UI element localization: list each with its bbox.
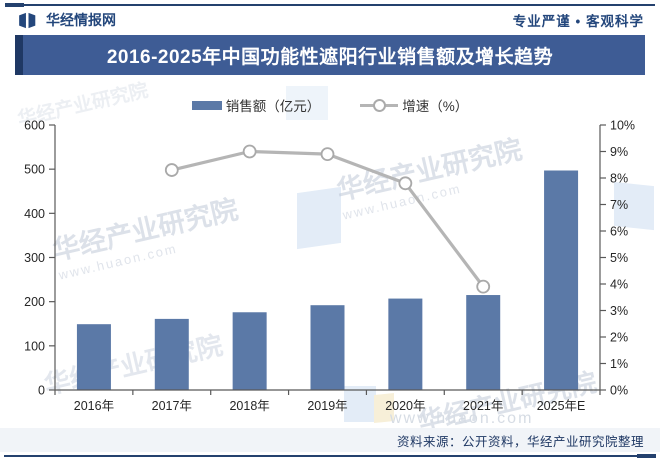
bar-swatch-icon <box>191 100 222 110</box>
y-right-tick-label: 2% <box>610 331 628 345</box>
y-left-tick-label: 300 <box>24 251 45 265</box>
y-left-tick-label: 200 <box>24 295 45 309</box>
bar-2019年 <box>310 305 345 390</box>
brand-name: 华经情报网 <box>46 12 116 28</box>
growth-point-2021年 <box>476 279 491 294</box>
y-right-tick-label: 0% <box>610 384 628 398</box>
bar-2017年 <box>154 318 189 390</box>
x-label-2016年: 2016年 <box>74 399 114 413</box>
growth-point-2020年 <box>398 176 413 191</box>
x-label-2020年: 2020年 <box>385 399 425 413</box>
header-slogan: 专业严谨 • 客观科学 <box>512 14 644 29</box>
x-label-2017年: 2017年 <box>152 399 192 413</box>
y-left-tick-label: 600 <box>24 119 45 133</box>
growth-line <box>170 149 485 289</box>
legend-item-growth: 增速（%） <box>360 95 468 115</box>
bar-2016年 <box>76 324 111 390</box>
brand: 华经情报网 <box>18 10 116 30</box>
growth-point-2017年 <box>164 163 179 177</box>
y-right-tick-label: 3% <box>610 304 628 318</box>
legend-label-growth: 增速（%） <box>402 99 469 114</box>
x-label-2021年: 2021年 <box>463 399 503 413</box>
title-bar: 2016-2025年中国功能性遮阳行业销售额及增长趋势 <box>15 35 645 75</box>
chart-legend: 销售额（亿元） 增速（%） <box>0 94 660 116</box>
y-right-tick-label: 10% <box>610 119 635 133</box>
x-label-2018年: 2018年 <box>229 399 269 413</box>
y-right-tick-label: 9% <box>610 145 628 159</box>
bottom-rule-dash <box>637 454 656 458</box>
y-right-tick-label: 6% <box>610 225 628 239</box>
source-band: 资料来源：公开资料，华经产业研究院整理 <box>0 428 660 452</box>
legend-item-sales: 销售额（亿元） <box>191 95 321 115</box>
growth-point-2018年 <box>242 144 257 159</box>
growth-point-2019年 <box>320 147 335 162</box>
y-right-tick-label: 5% <box>610 251 628 265</box>
bar-2021年 <box>466 295 501 390</box>
title-accent <box>15 35 23 75</box>
y-right-tick-label: 8% <box>610 172 628 186</box>
top-rule <box>5 4 655 6</box>
bar-2020年 <box>388 298 423 390</box>
y-right-tick-label: 1% <box>610 357 628 371</box>
legend-label-sales: 销售额（亿元） <box>225 99 321 114</box>
bottom-rule <box>4 455 656 457</box>
y-left-tick-label: 400 <box>24 207 45 221</box>
line-marker-icon <box>360 98 399 112</box>
bar-2025年E <box>544 170 579 390</box>
source-note: 资料来源：公开资料，华经产业研究院整理 <box>396 434 644 449</box>
y-right-tick-label: 4% <box>610 278 628 292</box>
top-rule-dash <box>5 3 24 7</box>
y-right-tick-label: 7% <box>610 198 628 212</box>
page-title: 2016-2025年中国功能性遮阳行业销售额及增长趋势 <box>106 46 554 68</box>
header: 华经情报网 专业严谨 • 客观科学 <box>18 10 644 30</box>
y-left-tick-label: 500 <box>24 163 45 177</box>
brand-logo-icon <box>19 12 36 28</box>
x-label-2025年E: 2025年E <box>537 399 586 413</box>
y-left-tick-label: 100 <box>24 339 45 353</box>
x-label-2019年: 2019年 <box>307 399 347 413</box>
y-left-tick-label: 0 <box>38 384 45 398</box>
bar-2018年 <box>232 312 267 390</box>
